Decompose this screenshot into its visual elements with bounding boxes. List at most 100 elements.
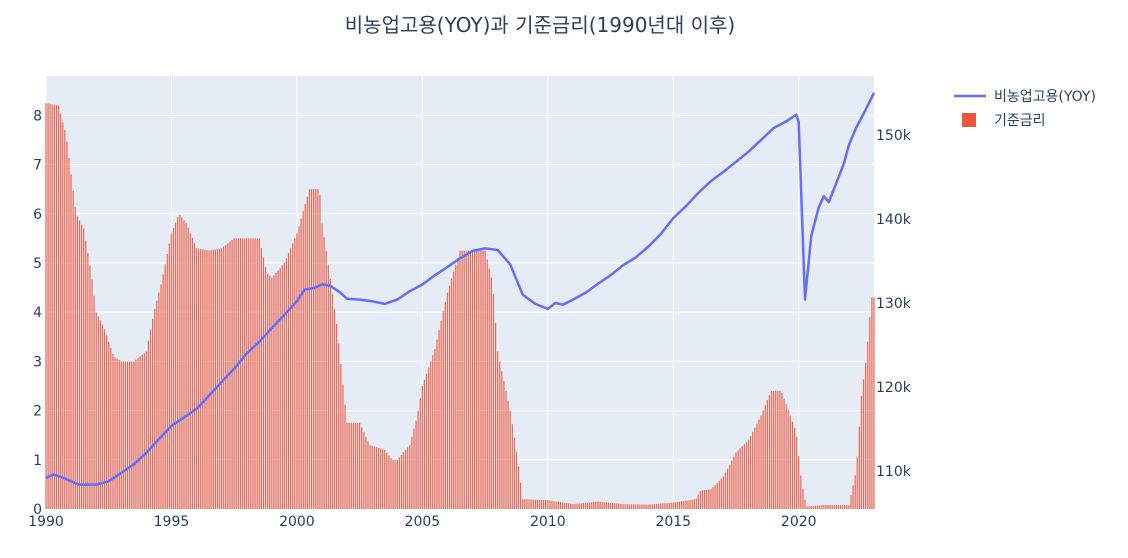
legend-bar-swatch (962, 113, 976, 127)
bar (672, 502, 674, 509)
bar (187, 227, 189, 509)
bar (428, 367, 430, 509)
bar (229, 241, 231, 509)
bar (572, 504, 574, 509)
bar (658, 503, 660, 509)
bar (823, 505, 825, 509)
bar (321, 223, 323, 509)
x-tick-label: 2000 (279, 514, 315, 530)
bar (317, 189, 319, 509)
bar (503, 381, 505, 509)
bar (660, 503, 662, 509)
bar (172, 227, 175, 510)
bar (724, 472, 727, 509)
bar (750, 436, 752, 509)
bar (124, 361, 127, 509)
bar (869, 317, 871, 509)
bar (551, 500, 553, 509)
bar (348, 422, 350, 509)
bar (195, 248, 198, 509)
line-series (45, 92, 876, 486)
bar (812, 505, 814, 509)
bar (747, 440, 750, 509)
bar (170, 233, 173, 510)
bar (60, 113, 62, 510)
bar (517, 466, 520, 509)
bar (283, 262, 285, 509)
bar (248, 238, 250, 509)
bar (816, 505, 819, 509)
bar (649, 504, 651, 509)
bar (743, 444, 745, 509)
bar (223, 246, 225, 510)
bar (70, 174, 72, 509)
bar (108, 341, 110, 509)
legend-item-bar[interactable]: 기준금리 (962, 113, 1046, 129)
bar (365, 436, 367, 509)
bar (543, 499, 545, 509)
bar (653, 504, 656, 509)
bar (601, 502, 603, 509)
bar (407, 447, 409, 509)
bar (375, 447, 377, 509)
bar (208, 250, 210, 509)
bar (304, 203, 306, 509)
y-left-tick-label: 3 (33, 354, 42, 370)
bar (271, 277, 273, 509)
bar (536, 499, 538, 509)
bar (476, 250, 478, 509)
bar (160, 284, 162, 509)
bar (76, 216, 78, 509)
bar (490, 277, 492, 509)
bar (296, 233, 298, 510)
legend-item-line[interactable]: 비농업고용(YOY) (954, 89, 1096, 105)
bar (712, 487, 714, 509)
bar (55, 105, 58, 510)
bar (697, 494, 699, 509)
bar (202, 249, 204, 509)
bar (641, 504, 643, 509)
bar (480, 250, 482, 509)
bar (860, 395, 863, 509)
bar (614, 503, 616, 509)
bar (798, 456, 800, 509)
legend[interactable]: 비농업고용(YOY) 기준금리 (954, 89, 1096, 129)
bar (806, 506, 808, 509)
bar (185, 223, 187, 509)
bar (275, 272, 277, 509)
bar (779, 390, 781, 509)
bar (122, 361, 124, 509)
bar (858, 426, 860, 509)
bar (302, 211, 304, 509)
bar (570, 503, 572, 509)
bar (662, 503, 664, 509)
bar (200, 249, 202, 509)
bar (676, 501, 679, 509)
bar (135, 359, 137, 509)
bar (678, 501, 681, 509)
bar (239, 238, 242, 509)
bar (729, 464, 731, 509)
bar (549, 500, 551, 509)
bar (156, 300, 158, 509)
bar (206, 250, 208, 509)
bar (620, 503, 622, 509)
bar (666, 503, 668, 509)
bar (852, 485, 854, 509)
bar (423, 379, 426, 509)
bar (467, 250, 469, 509)
bar (290, 248, 292, 509)
bar (789, 415, 791, 509)
bar (398, 457, 400, 509)
bar (189, 232, 191, 510)
bar (319, 194, 321, 509)
bar (99, 320, 101, 509)
y-axis-right: 110k 120k 130k 140k 150k (876, 128, 912, 480)
bar (179, 214, 181, 510)
bar (471, 250, 474, 509)
bar (250, 238, 252, 509)
bar (382, 449, 384, 509)
x-tick-label: 1990 (28, 514, 64, 530)
bar (814, 505, 817, 509)
bar (350, 422, 352, 509)
